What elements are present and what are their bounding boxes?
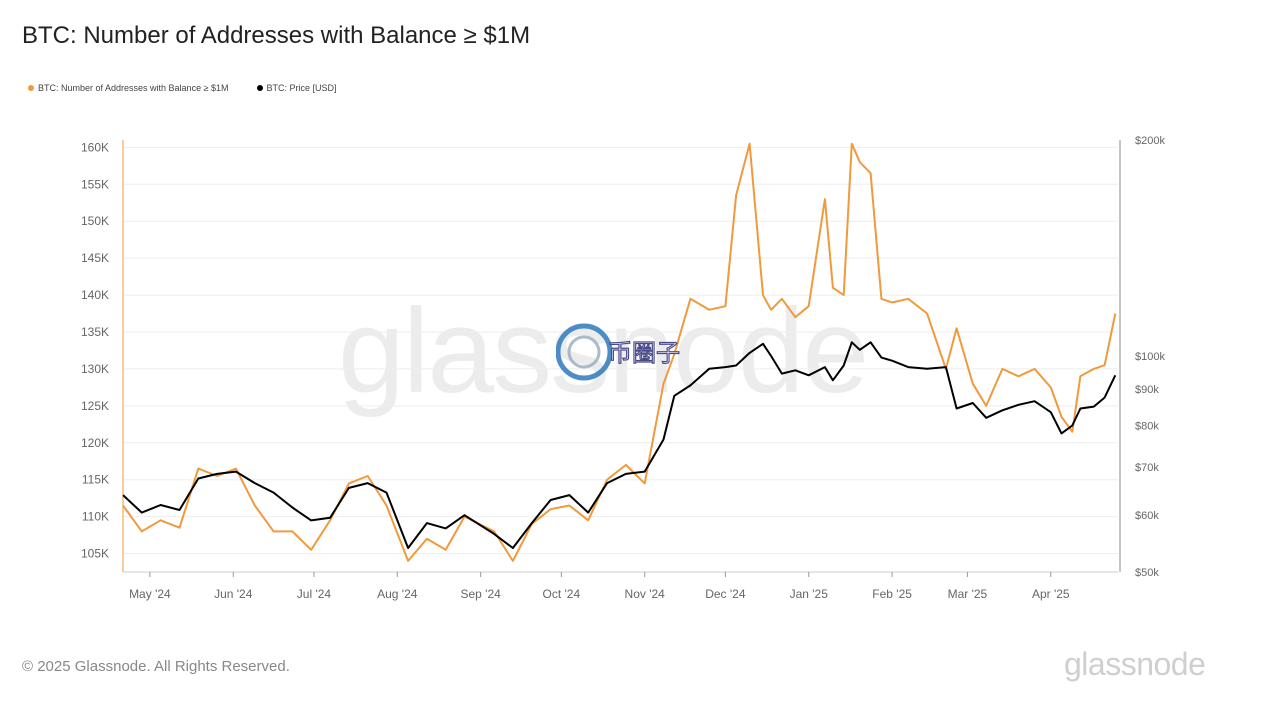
series-line-price (122, 341, 1117, 549)
x-tick-label: Sep '24 (460, 587, 501, 601)
x-tick-label: Aug '24 (377, 587, 418, 601)
legend-dot-addresses (28, 85, 34, 91)
y-tick-label-left: 115K (82, 473, 109, 487)
brand-logo: glassnode (1064, 646, 1206, 682)
y-tick-label-left: 110K (82, 510, 109, 524)
legend: BTC: Number of Addresses with Balance ≥ … (28, 83, 337, 93)
y-tick-label-right: $80k (1135, 421, 1159, 433)
y-tick-label-left: 120K (81, 436, 109, 450)
y-tick-label-left: 130K (81, 362, 109, 376)
chart-title: BTC: Number of Addresses with Balance ≥ … (22, 22, 531, 49)
copyright-text: © 2025 Glassnode. All Rights Reserved. (22, 658, 290, 675)
legend-label-price: BTC: Price [USD] (266, 83, 337, 93)
series-line-addresses (122, 142, 1117, 562)
y-tick-label-left: 160K (81, 140, 109, 154)
y-tick-label-right: $60k (1135, 510, 1159, 522)
legend-label-addresses: BTC: Number of Addresses with Balance ≥ … (38, 83, 229, 93)
y-tick-label-right: $100k (1135, 351, 1165, 363)
x-tick-label: Oct '24 (543, 587, 581, 601)
x-tick-label: Mar '25 (948, 587, 988, 601)
y-tick-label-right: $50k (1135, 567, 1159, 579)
x-tick-label: Nov '24 (625, 587, 666, 601)
y-tick-label-left: 125K (81, 399, 109, 413)
legend-dot-price (256, 85, 263, 91)
y-tick-label-left: 155K (81, 177, 109, 191)
x-tick-label: Feb '25 (872, 587, 912, 601)
legend-item-addresses[interactable]: BTC: Number of Addresses with Balance ≥ … (28, 83, 229, 93)
x-tick-label: Jun '24 (214, 587, 253, 601)
x-tick-label: May '24 (129, 587, 171, 601)
y-tick-label-left: 150K (81, 214, 109, 228)
y-tick-label-left: 145K (81, 251, 109, 265)
stamp-logo: 币圈子 (556, 323, 681, 381)
x-tick-label: Jul '24 (297, 587, 332, 601)
stamp-text: 币圈子 (608, 339, 680, 367)
y-tick-label-left: 135K (81, 325, 109, 339)
y-tick-label-left: 140K (81, 288, 109, 302)
x-tick-label: Jan '25 (790, 587, 829, 601)
x-tick-label: Apr '25 (1032, 587, 1070, 601)
y-tick-label-right: $200k (1135, 135, 1165, 147)
legend-item-price[interactable]: BTC: Price [USD] (256, 83, 337, 93)
x-tick-label: Dec '24 (705, 587, 746, 601)
y-tick-label-right: $90k (1135, 384, 1159, 396)
y-tick-label-right: $70k (1135, 462, 1159, 474)
y-tick-label-left: 105K (81, 547, 109, 561)
